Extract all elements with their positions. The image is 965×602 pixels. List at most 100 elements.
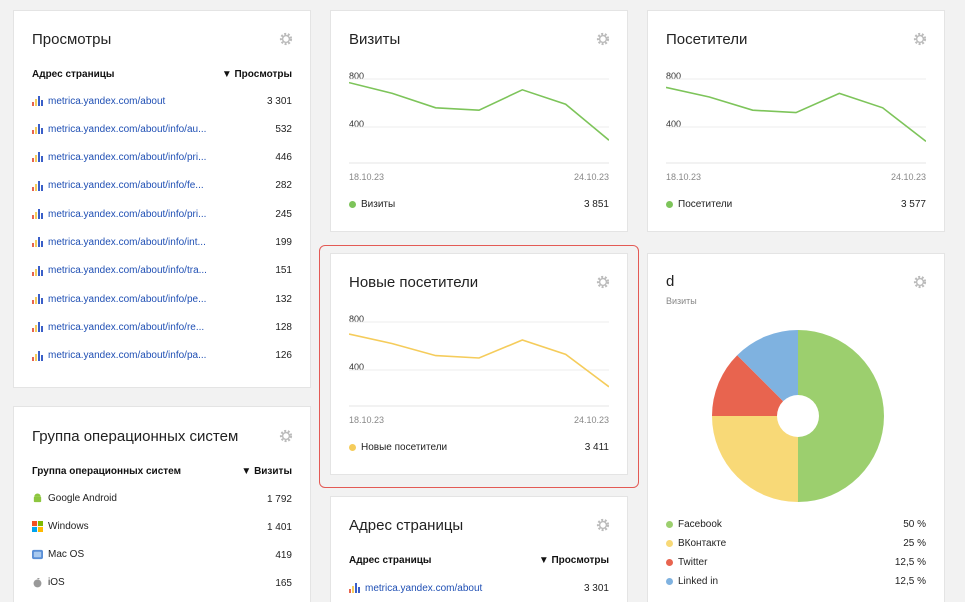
table-row[interactable]: metrica.yandex.com/about/info/re... 128: [32, 319, 292, 335]
pie-title: d: [666, 273, 675, 290]
new-visitors-line-chart: [349, 321, 609, 407]
legend-percent: 50 %: [903, 519, 926, 530]
page-url-link[interactable]: metrica.yandex.com/about/info/pa...: [48, 350, 207, 362]
row-value: 132: [275, 293, 292, 305]
legend-dot: [666, 559, 673, 566]
gear-icon[interactable]: [278, 31, 294, 47]
y-tick-label: 400: [666, 119, 682, 129]
y-tick-label: 800: [666, 71, 682, 81]
series-line: [349, 333, 609, 388]
legend-item[interactable]: Linked in: [666, 576, 718, 587]
os-card: Группа операционных систем Группа операц…: [13, 406, 311, 602]
column-header-page[interactable]: Адрес страницы: [349, 555, 432, 566]
legend-label: Новые посетители: [361, 442, 448, 453]
selected-widget-outline: [319, 245, 639, 488]
legend-item[interactable]: Посетители: [666, 199, 732, 210]
legend-item[interactable]: ВКонтакте: [666, 538, 726, 549]
page-url-link[interactable]: metrica.yandex.com/about: [365, 582, 483, 594]
gear-icon[interactable]: [595, 517, 611, 533]
pie-chart: [712, 330, 884, 502]
gear-icon[interactable]: [595, 274, 611, 290]
date-start-label: 18.10.23: [349, 415, 385, 425]
row-label: Mac OS: [32, 549, 232, 561]
legend-dot: [349, 444, 356, 451]
table-row[interactable]: metrica.yandex.com/about 3 301: [32, 93, 292, 109]
pageviews-title: Просмотры: [32, 31, 112, 48]
column-header-visits[interactable]: ▼ Визиты: [241, 466, 292, 477]
legend-item[interactable]: Новые посетители: [349, 442, 447, 453]
table-row[interactable]: metrica.yandex.com/about 3 301: [349, 580, 609, 596]
row-value: 446: [275, 152, 292, 164]
pie-hole: [777, 395, 819, 437]
legend-percent: 25 %: [903, 538, 926, 549]
row-value: 1 401: [266, 521, 292, 533]
y-tick-label: 800: [349, 314, 365, 324]
legend-dot: [666, 201, 673, 208]
y-tick-label: 400: [349, 362, 365, 372]
column-header-os-group[interactable]: Группа операционных систем: [32, 466, 181, 477]
page-url-link[interactable]: metrica.yandex.com/about/info/fe...: [48, 180, 204, 192]
pageviews-card: Просмотры Адрес страницы ▼ Просмотры met…: [13, 10, 311, 388]
column-header-page[interactable]: Адрес страницы: [32, 69, 115, 80]
visits-line-chart: [349, 78, 609, 164]
table-row[interactable]: metrica.yandex.com/about/info/int... 199: [32, 235, 292, 251]
new-visitors-card[interactable]: Новые посетители 800 400 18.10.23 24.10.…: [330, 253, 628, 475]
table-row[interactable]: metrica.yandex.com/about/info/tra... 151: [32, 263, 292, 279]
table-row[interactable]: Windows 1 401: [32, 519, 292, 535]
gear-icon[interactable]: [595, 31, 611, 47]
gear-icon[interactable]: [912, 274, 928, 290]
os-name: iOS: [48, 577, 65, 589]
table-row[interactable]: metrica.yandex.com/about/info/pri... 446: [32, 150, 292, 166]
row-label: iOS: [32, 577, 232, 589]
row-label: Google Android: [32, 493, 232, 505]
visitors-line-chart: [666, 78, 926, 164]
page-url-link[interactable]: metrica.yandex.com/about/info/pe...: [48, 293, 207, 305]
legend-total: 3 851: [583, 199, 609, 210]
row-label: metrica.yandex.com/about/info/pri...: [32, 209, 232, 220]
page-url-link[interactable]: metrica.yandex.com/about/info/pri...: [48, 152, 207, 164]
row-value: 532: [275, 123, 292, 135]
page-favicon-icon: [32, 265, 44, 276]
apple-icon: [32, 578, 48, 589]
legend-item[interactable]: Визиты: [349, 199, 395, 210]
table-row[interactable]: metrica.yandex.com/about/info/pa... 126: [32, 348, 292, 364]
row-label: metrica.yandex.com/about/info/au...: [32, 124, 232, 135]
legend-total: 3 577: [900, 199, 926, 210]
legend-percent: 12,5 %: [894, 557, 926, 568]
legend-item[interactable]: Twitter: [666, 557, 707, 568]
page-favicon-icon: [32, 180, 44, 191]
legend-label: Визиты: [361, 199, 396, 210]
new-visitors-title: Новые посетители: [349, 274, 479, 291]
row-value: 282: [275, 180, 292, 192]
column-header-views[interactable]: ▼ Просмотры: [221, 69, 292, 80]
table-row[interactable]: metrica.yandex.com/about/info/pri... 245: [32, 206, 292, 222]
row-value: 151: [275, 265, 292, 277]
table-row[interactable]: metrica.yandex.com/about/info/au... 532: [32, 121, 292, 137]
gear-icon[interactable]: [912, 31, 928, 47]
page-url-link[interactable]: metrica.yandex.com/about/info/au...: [48, 123, 207, 135]
legend-label: ВКонтакте: [678, 538, 727, 549]
gear-icon[interactable]: [278, 428, 294, 444]
page-favicon-icon: [32, 209, 44, 220]
legend-dot: [666, 578, 673, 585]
table-row[interactable]: Mac OS 419: [32, 547, 292, 563]
page-url-link[interactable]: metrica.yandex.com/about/info/tra...: [48, 265, 207, 277]
column-header-views[interactable]: ▼ Просмотры: [538, 555, 609, 566]
row-label: metrica.yandex.com/about/info/pe...: [32, 294, 232, 305]
legend-label: Linked in: [678, 576, 719, 587]
page-url-link[interactable]: metrica.yandex.com/about: [48, 95, 166, 107]
y-tick-label: 800: [349, 71, 365, 81]
page-url-link[interactable]: metrica.yandex.com/about/info/re...: [48, 321, 205, 333]
macos-icon: [32, 550, 48, 561]
page-url-link[interactable]: metrica.yandex.com/about/info/pri...: [48, 208, 207, 220]
date-end-label: 24.10.23: [573, 415, 609, 425]
row-value: 128: [275, 321, 292, 333]
table-row[interactable]: Google Android 1 792: [32, 491, 292, 507]
table-row[interactable]: iOS 165: [32, 575, 292, 591]
visits-title: Визиты: [349, 31, 401, 48]
legend-item[interactable]: Facebook: [666, 519, 722, 530]
table-row[interactable]: metrica.yandex.com/about/info/fe... 282: [32, 178, 292, 194]
page-favicon-icon: [32, 95, 44, 106]
table-row[interactable]: metrica.yandex.com/about/info/pe... 132: [32, 291, 292, 307]
page-url-link[interactable]: metrica.yandex.com/about/info/int...: [48, 237, 206, 248]
